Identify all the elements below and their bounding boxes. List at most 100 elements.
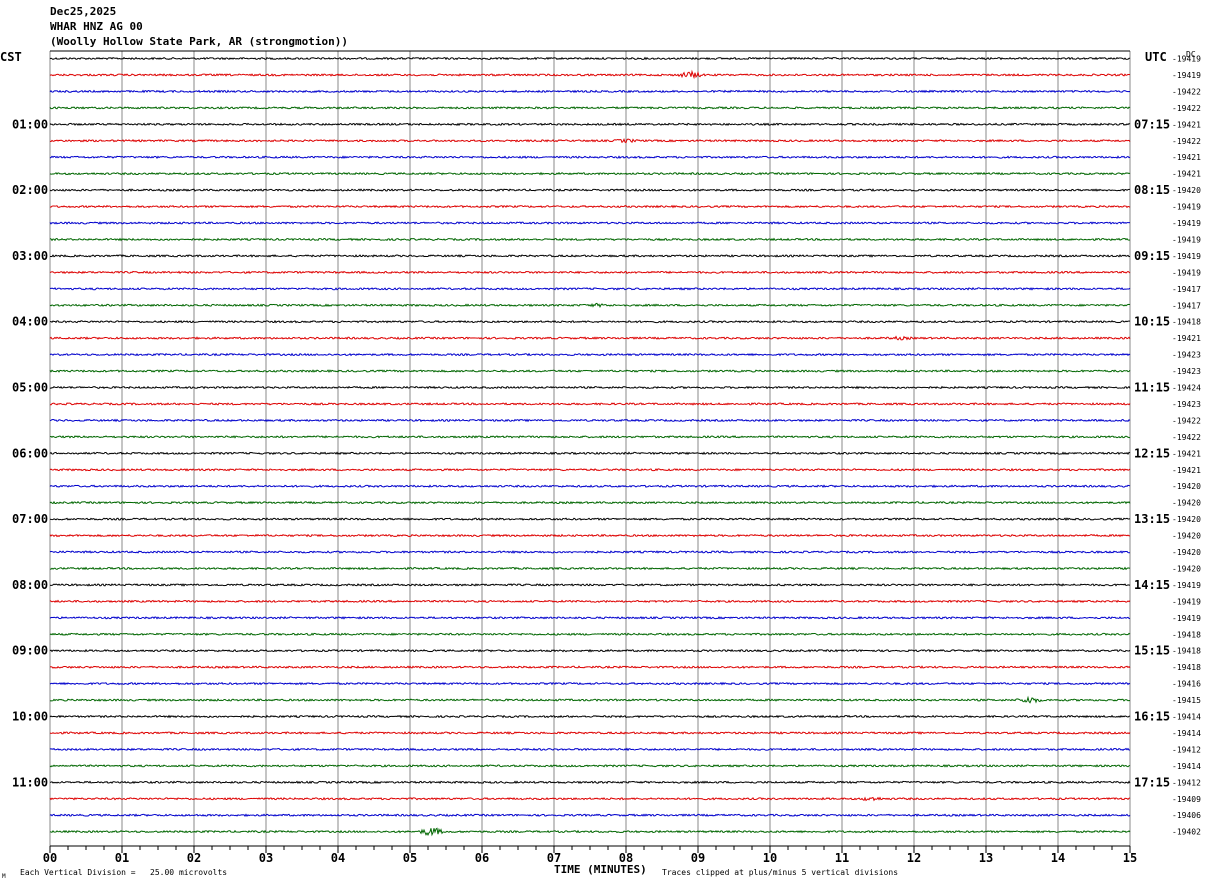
seismic-trace [49, 221, 1131, 225]
cst-hour-label: 07:00 [12, 512, 48, 526]
dc-offset-label: -19423 [1172, 367, 1201, 376]
dc-offset-label: -19415 [1172, 696, 1201, 705]
dc-offset-label: -19402 [1172, 828, 1201, 837]
seismic-trace [49, 583, 1131, 587]
utc-hour-label: 13:15 [1134, 512, 1170, 526]
utc-hour-label: 16:15 [1134, 710, 1170, 724]
seismic-trace [49, 796, 1131, 802]
seismic-trace [49, 780, 1131, 785]
dc-offset-label: -19418 [1172, 318, 1201, 327]
seismic-trace [49, 402, 1131, 406]
seismic-trace [49, 138, 1131, 144]
seismic-trace [49, 517, 1131, 522]
seismic-trace [49, 155, 1131, 160]
seismic-trace [49, 435, 1131, 439]
seismic-trace [49, 500, 1131, 505]
dc-offset-label: -19419 [1172, 55, 1201, 64]
dc-offset-label: -19419 [1172, 203, 1201, 212]
utc-label: UTC [1145, 50, 1167, 64]
dc-offset-labels: -19419 -19419 -19422 -19422 -19421 -19422 -194… [1172, 55, 1201, 837]
seismic-trace [49, 533, 1131, 538]
dc-offset-label: -19421 [1172, 449, 1201, 458]
utc-hour-labels: 07:15 08:15 09:15 10:15 11:15 12:15 13:15 14:15… [1134, 117, 1170, 789]
dc-header: DC [1186, 50, 1196, 59]
x-tick-label: 08 [619, 851, 633, 865]
dc-offset-label: -19421 [1172, 170, 1201, 179]
dc-offset-label: -19417 [1172, 301, 1201, 310]
dc-offset-label: -19422 [1172, 87, 1201, 96]
cst-hour-label: 11:00 [12, 775, 48, 789]
x-tick-label: 15 [1123, 851, 1137, 865]
dc-offset-label: -19414 [1172, 762, 1201, 771]
utc-hour-label: 14:15 [1134, 578, 1170, 592]
dc-offset-label: -19406 [1172, 811, 1201, 820]
minute-gridlines [49, 50, 1131, 846]
seismic-trace [49, 451, 1131, 456]
dc-offset-label: -19414 [1172, 729, 1201, 738]
seismic-trace [49, 335, 1131, 341]
cst-hour-label: 10:00 [12, 710, 48, 724]
dc-offset-label: -19419 [1172, 268, 1201, 277]
dc-offset-label: -19420 [1172, 548, 1201, 557]
seismic-trace [49, 369, 1131, 373]
seismic-trace [49, 188, 1131, 192]
seismic-trace [49, 731, 1131, 735]
seismic-trace [49, 270, 1131, 275]
seismic-trace [49, 550, 1131, 554]
x-tick-label: 05 [403, 851, 417, 865]
seismic-trace [49, 467, 1131, 472]
corner-mark: M [2, 873, 6, 880]
x-tick-label: 09 [691, 851, 705, 865]
seismic-trace [49, 484, 1131, 489]
seismic-trace [49, 695, 1131, 704]
seismic-trace [49, 665, 1131, 669]
seismic-trace [49, 69, 1131, 80]
x-tick-label: 03 [259, 851, 273, 865]
seismic-trace [49, 827, 1131, 837]
dc-offset-label: -19422 [1172, 433, 1201, 442]
utc-hour-label: 17:15 [1134, 775, 1170, 789]
utc-hour-label: 10:15 [1134, 315, 1170, 329]
dc-offset-label: -19412 [1172, 745, 1201, 754]
dc-offset-label: -19422 [1172, 137, 1201, 146]
seismic-trace [49, 122, 1131, 127]
dc-offset-label: -19420 [1172, 499, 1201, 508]
x-tick-label: 11 [835, 851, 849, 865]
seismic-trace [49, 302, 1131, 308]
dc-offset-label: -19421 [1172, 334, 1201, 343]
dc-offset-label: -19419 [1172, 252, 1201, 261]
x-axis-title: TIME (MINUTES) [554, 863, 647, 876]
x-tick-label: 04 [331, 851, 345, 865]
dc-offset-label: -19420 [1172, 515, 1201, 524]
x-tick-label: 13 [979, 851, 993, 865]
dc-offset-label: -19419 [1172, 71, 1201, 80]
seismic-trace [49, 385, 1131, 390]
seismic-trace [49, 56, 1131, 61]
x-tick-label: 12 [907, 851, 921, 865]
cst-hour-label: 09:00 [12, 644, 48, 658]
seismic-trace [49, 747, 1131, 752]
seismic-trace [49, 254, 1131, 258]
cst-hour-label: 02:00 [12, 183, 48, 197]
seismic-trace [49, 599, 1131, 604]
seismic-trace [49, 287, 1131, 291]
dc-offset-label: -19416 [1172, 680, 1201, 689]
seismic-trace [49, 616, 1131, 620]
dc-offset-label: -19423 [1172, 351, 1201, 360]
dc-offset-label: -19419 [1172, 219, 1201, 228]
utc-hour-label: 07:15 [1134, 117, 1170, 131]
seismic-trace [49, 648, 1131, 653]
utc-hour-label: 09:15 [1134, 249, 1170, 263]
cst-label: CST [0, 50, 22, 64]
dc-offset-label: -19419 [1172, 597, 1201, 606]
seismic-trace [49, 237, 1131, 242]
cst-hour-label: 06:00 [12, 446, 48, 460]
seismic-trace [49, 319, 1131, 324]
dc-offset-label: -19417 [1172, 285, 1201, 294]
cst-hour-label: 03:00 [12, 249, 48, 263]
dc-offset-label: -19420 [1172, 564, 1201, 573]
x-tick-label: 02 [187, 851, 201, 865]
seismic-trace [49, 813, 1131, 818]
seismic-trace [49, 352, 1131, 357]
